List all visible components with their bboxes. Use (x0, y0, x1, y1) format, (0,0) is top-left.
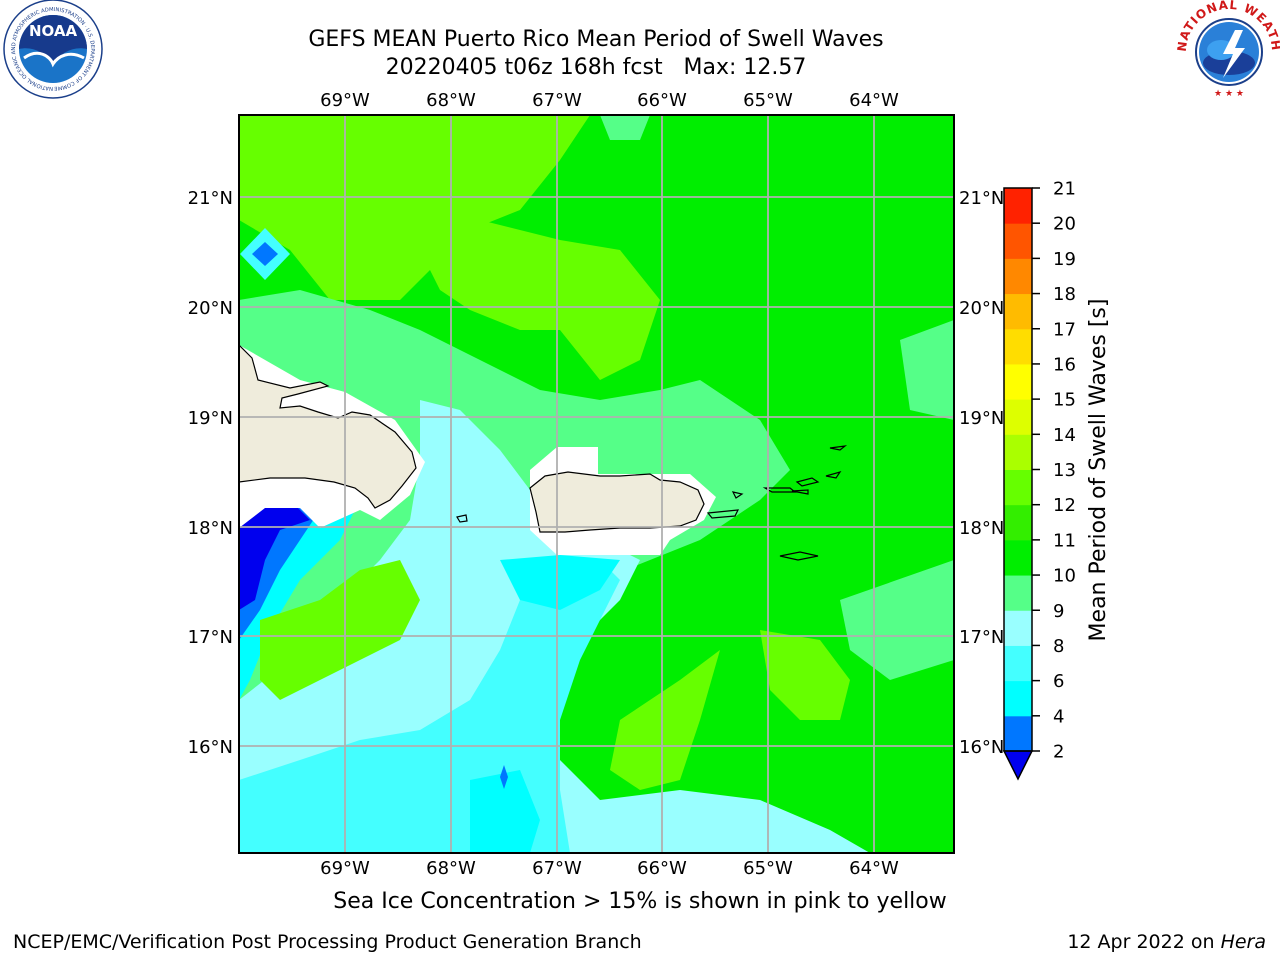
colorbar-band (1004, 363, 1032, 400)
land-puerto-rico (529, 471, 705, 533)
colorbar-tick-label: 12 (1053, 495, 1076, 516)
field-center-light (420, 220, 660, 380)
field-nw-blue-spot (252, 242, 278, 266)
colorbar-tick-label: 21 (1053, 179, 1076, 200)
colorbar-band (1004, 680, 1032, 717)
colorbar-band (1004, 223, 1032, 259)
colorbar-band (1004, 293, 1032, 330)
noaa-logo: NATIONAL OCEANIC AND ATMOSPHERIC ADMINIS… (0, 0, 103, 99)
map-frame (238, 114, 955, 854)
colorbar-tick-label: 10 (1053, 566, 1076, 587)
colorbar-label: Mean Period of Swell Waves [s] (1086, 299, 1111, 642)
lon-label-top: 66°W (637, 90, 687, 111)
chart-title: GEFS MEAN Puerto Rico Mean Period of Swe… (308, 27, 884, 52)
footer-credit: NCEP/EMC/Verification Post Processing Pr… (13, 931, 642, 953)
lon-label-bottom: 69°W (320, 858, 370, 879)
footer-machine: Hera (1220, 931, 1266, 953)
field-south-blue-spot (500, 765, 508, 789)
colorbar-tick-label: 14 (1053, 425, 1076, 446)
svg-text:★ ★ ★: ★ ★ ★ (1214, 89, 1244, 99)
lon-label-bottom: 64°W (849, 858, 899, 879)
colorbar-tick-label: 15 (1053, 390, 1076, 411)
lon-label-top: 64°W (849, 90, 899, 111)
lon-label-bottom: 65°W (743, 858, 793, 879)
colorbar-band (1004, 399, 1032, 435)
lat-label-left: 20°N (188, 298, 233, 319)
land-mona (456, 514, 468, 523)
field-bright-cyan (500, 555, 620, 610)
colorbar-tick-label: 2 (1053, 742, 1064, 763)
field-south-light (610, 650, 720, 790)
lat-label-left: 17°N (188, 627, 233, 648)
chart-subtitle: 20220405 t06z 168h fcst Max: 12.57 (385, 55, 807, 80)
field-sw-light (260, 560, 420, 700)
map-grid (239, 115, 954, 853)
nws-logo: NATIONAL WEATHER SERVICE ★ ★ ★ (1177, 0, 1280, 99)
colorbar-extend-arrow (1002, 750, 1034, 781)
colorbar-band (1004, 645, 1032, 682)
colorbar-band (1004, 188, 1032, 224)
colorbar-tick-label: 9 (1053, 601, 1064, 622)
lon-label-bottom: 66°W (637, 858, 687, 879)
lon-label-top: 65°W (743, 90, 793, 111)
colorbar-band (1004, 504, 1032, 541)
land-st-croix (779, 551, 819, 561)
colorbar-tick-label: 17 (1053, 319, 1076, 340)
lat-label-right: 16°N (959, 737, 1004, 758)
land-vieques (706, 509, 740, 519)
colorbar: 2 4 6 8 9 10 11 12 13 14 15 16 17 18 19 20 21 Mean Perio… (1002, 179, 1111, 781)
sea-ice-caption: Sea Ice Concentration > 15% is shown in … (333, 889, 947, 914)
colorbar-tick-label: 20 (1053, 214, 1076, 235)
field-north-light (239, 115, 590, 300)
colorbar-tick-label: 6 (1053, 671, 1064, 692)
lat-label-left: 18°N (188, 518, 233, 539)
lat-label-left: 21°N (188, 188, 233, 209)
colorbar-tick-label: 4 (1053, 706, 1064, 727)
colorbar-tick-label: 19 (1053, 249, 1076, 270)
colorbar-band (1004, 610, 1032, 646)
field-cyan (239, 560, 620, 853)
lat-label-left: 19°N (188, 408, 233, 429)
land-virgin-islands (762, 445, 848, 495)
footer-date: 12 Apr 2022 on Hera (1067, 931, 1266, 953)
map-field (239, 115, 954, 853)
colorbar-tick-label: 11 (1053, 530, 1076, 551)
colorbar-tick-label: 18 (1053, 284, 1076, 305)
field-northeast-mint (600, 115, 650, 140)
colorbar-band (1004, 258, 1032, 295)
land-culebra (731, 491, 744, 499)
field-east-mint-2 (900, 320, 954, 420)
colorbar-band (1004, 469, 1032, 506)
colorbar-band (1004, 434, 1032, 470)
colorbar-tick-label: 8 (1053, 636, 1064, 657)
colorbar-tick-label: 13 (1053, 460, 1076, 481)
colorbar-band (1004, 539, 1032, 576)
field-east-mint (840, 560, 954, 680)
lat-label-right: 20°N (959, 298, 1004, 319)
footer-date-text: 12 Apr 2022 on (1067, 931, 1221, 953)
lat-label-right: 18°N (959, 518, 1004, 539)
colorbar-band (1004, 328, 1032, 365)
lon-label-top: 68°W (426, 90, 476, 111)
colorbar-band (1004, 575, 1032, 611)
colorbar-tick-label: 16 (1053, 354, 1076, 375)
lat-label-left: 16°N (188, 737, 233, 758)
lat-label-right: 19°N (959, 408, 1004, 429)
lon-label-top: 67°W (532, 90, 582, 111)
lon-label-top: 69°W (320, 90, 370, 111)
noaa-logo-text: NOAA (29, 22, 78, 40)
field-cyan-south (470, 770, 540, 853)
lon-label-bottom: 68°W (426, 858, 476, 879)
colorbar-band (1004, 715, 1032, 752)
lon-label-bottom: 67°W (532, 858, 582, 879)
lat-label-right: 21°N (959, 188, 1004, 209)
lat-label-right: 17°N (959, 627, 1004, 648)
field-east-light (760, 630, 850, 720)
land-hispaniola (239, 344, 417, 509)
